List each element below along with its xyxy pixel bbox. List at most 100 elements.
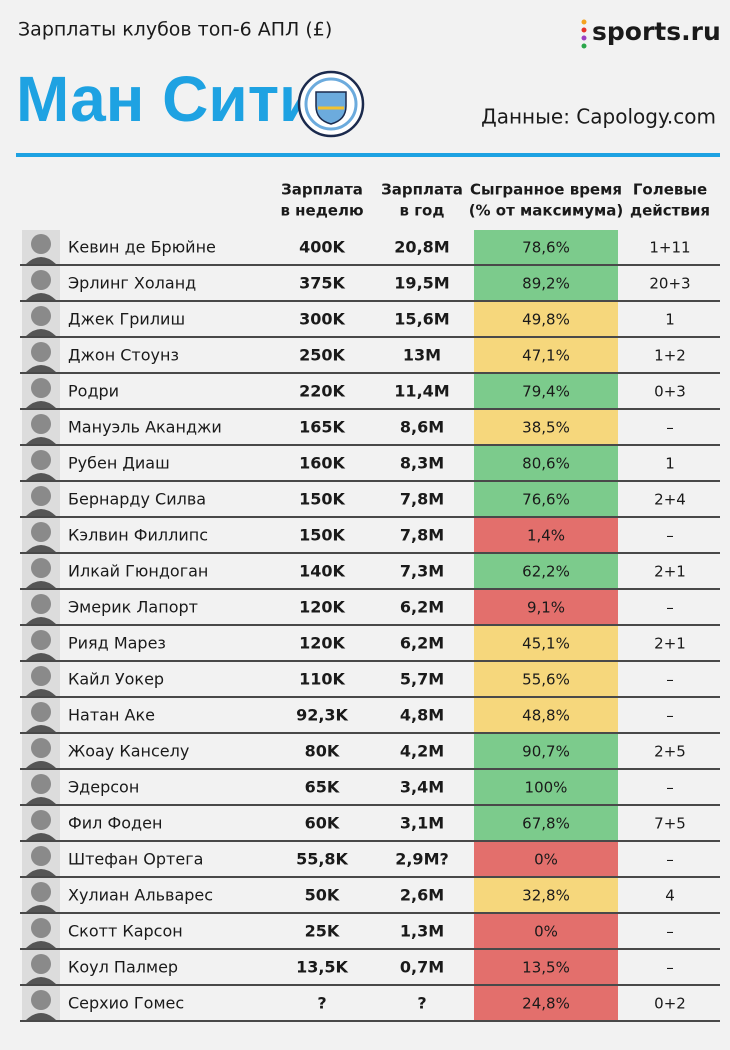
goal-actions: 7+5 (654, 815, 686, 833)
photo-head (31, 486, 51, 506)
played-time: 9,1% (527, 599, 565, 617)
photo-head (31, 270, 51, 290)
player-name: Хулиан Альварес (68, 886, 213, 905)
yearly-salary: 6,2M (400, 634, 444, 653)
photo-body (26, 941, 56, 948)
player-photo (22, 518, 60, 552)
weekly-salary: 13,5K (296, 958, 348, 977)
played-cell (474, 734, 618, 768)
player-photo (22, 662, 60, 696)
player-name: Фил Фоден (68, 814, 162, 833)
played-cell (474, 266, 618, 300)
player-name: Скотт Карсон (68, 922, 183, 941)
column-header: (% от максимума) (469, 202, 624, 220)
weekly-salary: 375K (299, 274, 345, 293)
column-header: Сыгранное время (470, 181, 622, 199)
player-photo (22, 986, 60, 1020)
player-name: Рубен Диаш (68, 454, 170, 473)
weekly-salary: 150K (299, 490, 345, 509)
yearly-salary: 15,6M (394, 310, 449, 329)
photo-head (31, 702, 51, 722)
goal-actions: 1 (665, 455, 675, 473)
photo-body (26, 725, 56, 732)
weekly-salary: 165K (299, 418, 345, 437)
player-photo (22, 410, 60, 444)
weekly-salary: 110K (299, 670, 345, 689)
photo-body (26, 365, 56, 372)
goal-actions: 2+4 (654, 491, 686, 509)
column-header: действия (630, 202, 710, 220)
player-photo (22, 734, 60, 768)
source: Данные: Capology.com (481, 105, 716, 129)
photo-head (31, 882, 51, 902)
played-cell (474, 338, 618, 372)
weekly-salary: 150K (299, 526, 345, 545)
played-cell (474, 590, 618, 624)
goal-actions: – (666, 671, 674, 689)
player-name: Мануэль Аканджи (68, 418, 222, 437)
weekly-salary: ? (317, 994, 326, 1013)
played-time: 47,1% (522, 347, 570, 365)
goal-actions: 0+2 (654, 995, 686, 1013)
yearly-salary: 4,8M (400, 706, 444, 725)
player-name: Кевин де Брюйне (68, 238, 216, 257)
yearly-salary: 2,6M (400, 886, 444, 905)
player-name: Кэлвин Филлипс (68, 526, 208, 545)
photo-body (26, 545, 56, 552)
photo-body (26, 293, 56, 300)
photo-body (26, 329, 56, 336)
played-time: 45,1% (522, 635, 570, 653)
goal-actions: 4 (665, 887, 675, 905)
photo-head (31, 378, 51, 398)
yearly-salary: 11,4M (394, 382, 449, 401)
played-cell (474, 986, 618, 1020)
played-cell (474, 230, 618, 264)
player-name: Родри (68, 382, 119, 401)
photo-body (26, 257, 56, 264)
goal-actions: 2+1 (654, 563, 686, 581)
played-time: 0% (534, 851, 558, 869)
player-photo (22, 230, 60, 264)
player-photo (22, 554, 60, 588)
photo-body (26, 797, 56, 804)
yearly-salary: 3,1M (400, 814, 444, 833)
weekly-salary: 120K (299, 634, 345, 653)
photo-head (31, 594, 51, 614)
played-time: 79,4% (522, 383, 570, 401)
logo-dots (581, 19, 587, 49)
photo-body (26, 905, 56, 912)
player-name: Штефан Ортега (68, 850, 203, 869)
played-cell (474, 914, 618, 948)
played-time: 89,2% (522, 275, 570, 293)
weekly-salary: 140K (299, 562, 345, 581)
photo-body (26, 581, 56, 588)
photo-body (26, 977, 56, 984)
photo-body (26, 689, 56, 696)
played-time: 80,6% (522, 455, 570, 473)
yearly-salary: ? (417, 994, 426, 1013)
played-time: 1,4% (527, 527, 565, 545)
player-photo (22, 806, 60, 840)
weekly-salary: 220K (299, 382, 345, 401)
yearly-salary: 0,7M (400, 958, 444, 977)
goal-actions: – (666, 779, 674, 797)
weekly-salary: 25K (305, 922, 340, 941)
played-time: 24,8% (522, 995, 570, 1013)
yearly-salary: 7,8M (400, 526, 444, 545)
yearly-salary: 1,3M (400, 922, 444, 941)
played-cell (474, 626, 618, 660)
yearly-salary: 2,9M? (395, 850, 449, 869)
column-header: в год (400, 202, 445, 220)
photo-head (31, 450, 51, 470)
photo-body (26, 869, 56, 876)
photo-head (31, 342, 51, 362)
photo-head (31, 558, 51, 578)
weekly-salary: 92,3K (296, 706, 348, 725)
played-time: 49,8% (522, 311, 570, 329)
player-photo (22, 266, 60, 300)
goal-actions: – (666, 923, 674, 941)
player-name: Джек Грилиш (68, 310, 185, 329)
goal-actions: 20+3 (649, 275, 690, 293)
player-photo (22, 842, 60, 876)
played-cell (474, 410, 618, 444)
